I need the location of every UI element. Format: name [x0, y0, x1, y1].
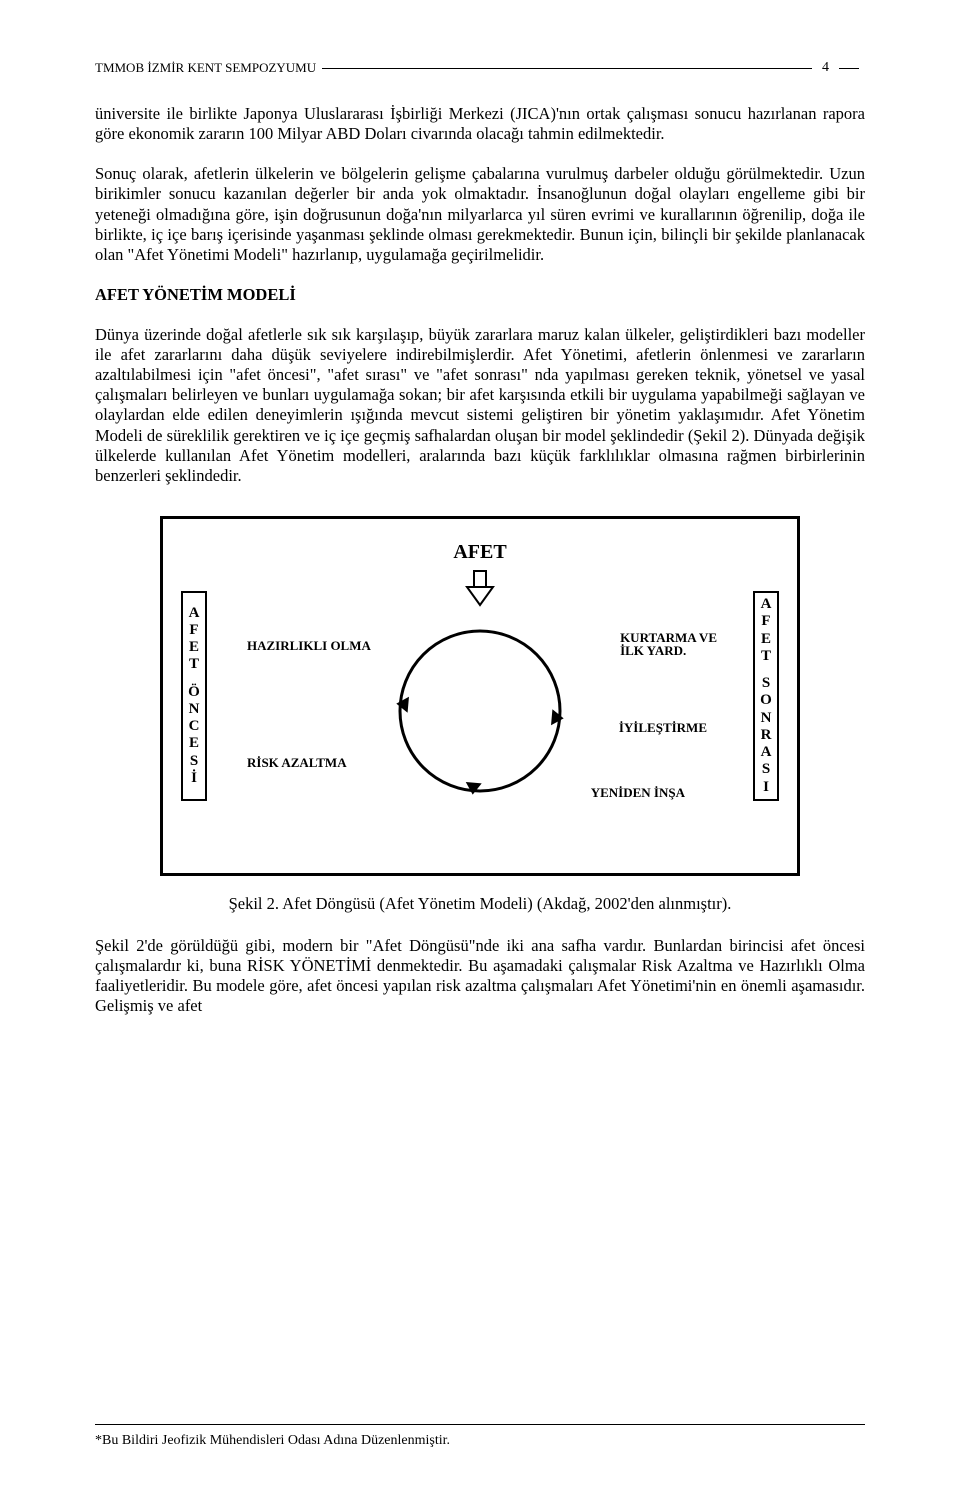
right-phase-box: AFET SONRASI — [753, 591, 779, 801]
label-kurtarma: KURTARMA VE İLK YARD. — [620, 631, 717, 657]
footer-rule — [95, 1424, 865, 1425]
page-header: TMMOB İZMİR KENT SEMPOZYUMU 4 — [95, 60, 865, 76]
header-rule-left — [322, 68, 812, 69]
label-iyilestirme: İYİLEŞTİRME — [619, 721, 707, 734]
section-title: AFET YÖNETİM MODELİ — [95, 285, 865, 305]
paragraph-4: Şekil 2'de görüldüğü gibi, modern bir "A… — [95, 936, 865, 1017]
afet-arrow-icon — [463, 569, 497, 614]
paragraph-2: Sonuç olarak, afetlerin ülkelerin ve böl… — [95, 164, 865, 265]
paragraph-1: üniversite ile birlikte Japonya Uluslara… — [95, 104, 865, 144]
figure-2: AFET ÖNCESİ AFET HAZ — [160, 516, 800, 876]
label-hazirlikli: HAZIRLIKLI OLMA — [247, 639, 371, 652]
figure-border: AFET ÖNCESİ AFET HAZ — [160, 516, 800, 876]
figure-center: AFET HAZIRLIKLI OLMA RİSK AZALTMA — [235, 541, 725, 851]
page-footer: *Bu Bildiri Jeofizik Mühendisleri Odası … — [95, 1424, 865, 1449]
left-phase-box: AFET ÖNCESİ — [181, 591, 207, 801]
cycle-circle — [390, 621, 570, 801]
label-risk: RİSK AZALTMA — [247, 756, 347, 769]
header-rule-right — [839, 68, 859, 69]
page-number: 4 — [818, 60, 833, 76]
paragraph-3: Dünya üzerinde doğal afetlerle sık sık k… — [95, 325, 865, 486]
header-title: TMMOB İZMİR KENT SEMPOZYUMU — [95, 60, 316, 76]
figure-caption: Şekil 2. Afet Döngüsü (Afet Yönetim Mode… — [95, 894, 865, 914]
label-kurtarma-l2: İLK YARD. — [620, 643, 686, 658]
label-yeniden: YENİDEN İNŞA — [591, 786, 685, 799]
footer-text: *Bu Bildiri Jeofizik Mühendisleri Odası … — [95, 1433, 865, 1449]
afet-top-label: AFET — [453, 541, 506, 564]
